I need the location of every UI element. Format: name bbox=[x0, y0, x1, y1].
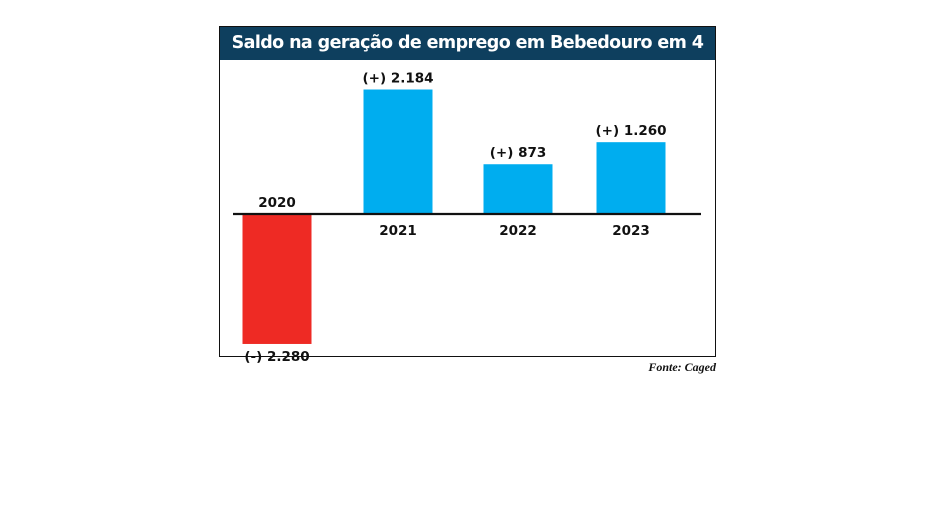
category-label-2020: 2020 bbox=[258, 195, 296, 211]
category-label-2022: 2022 bbox=[499, 223, 537, 239]
data-label-2020: (-) 2.280 bbox=[244, 349, 309, 365]
data-label-2022: (+) 873 bbox=[490, 145, 547, 161]
data-label-2023: (+) 1.260 bbox=[595, 123, 666, 139]
bar-2020 bbox=[242, 214, 312, 344]
category-label-2023: 2023 bbox=[612, 223, 650, 239]
category-label-2021: 2021 bbox=[379, 223, 417, 239]
source-note: Fonte: Caged bbox=[648, 360, 716, 374]
chart-title: Saldo na geração de emprego em Bebedouro… bbox=[220, 27, 715, 86]
bar-2023 bbox=[596, 142, 666, 214]
data-label-2021: (+) 2.184 bbox=[362, 71, 433, 87]
bar-2021 bbox=[363, 89, 433, 214]
bar-2022 bbox=[483, 164, 553, 214]
